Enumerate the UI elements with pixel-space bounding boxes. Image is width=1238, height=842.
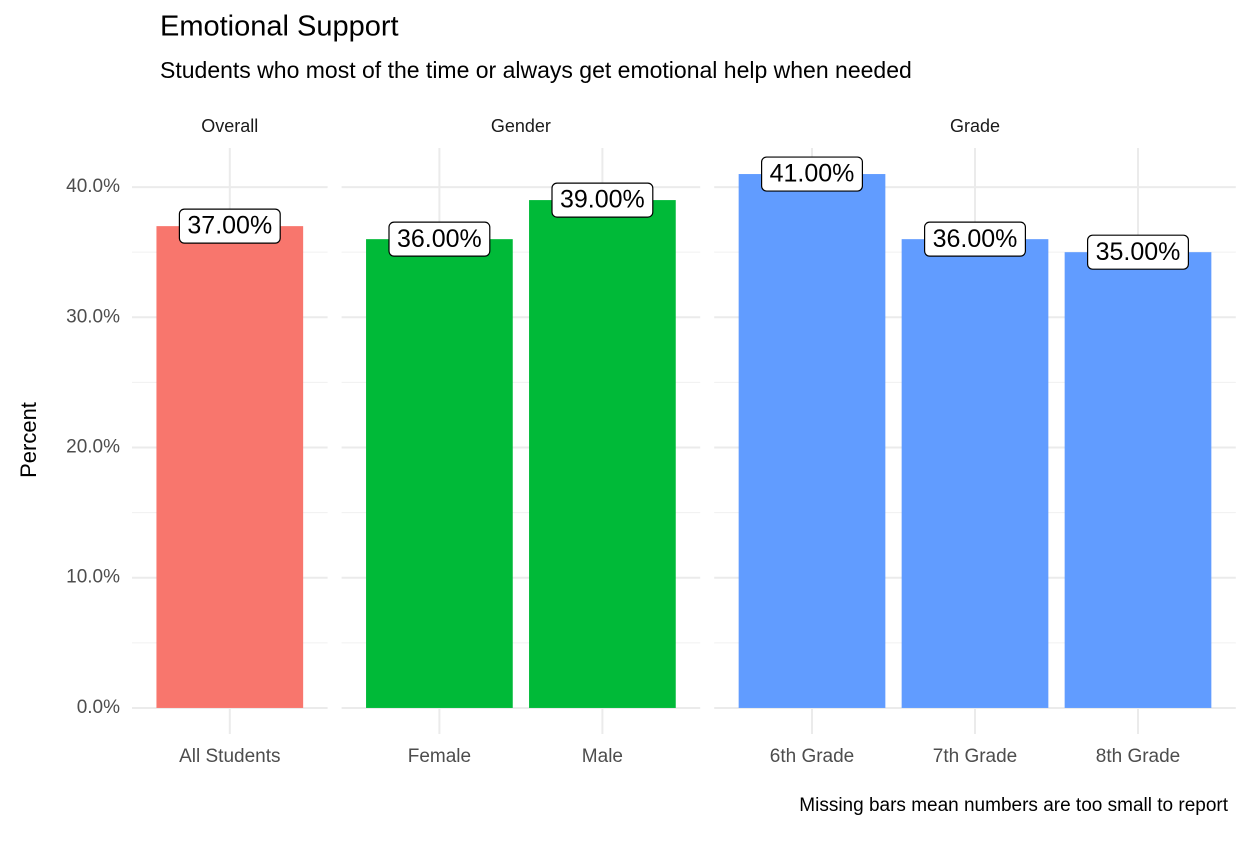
- value-label-box: [761, 156, 863, 192]
- value-label: 35.00%: [1087, 234, 1189, 270]
- chart-title: Emotional Support: [160, 11, 399, 43]
- strip-label: Gender: [491, 116, 551, 136]
- strip-label: Overall: [201, 116, 258, 136]
- value-label: 36.00%: [388, 221, 491, 257]
- value-label-text: 36.00%: [397, 225, 482, 253]
- value-label-text: 41.00%: [770, 160, 855, 188]
- bar: [156, 226, 304, 708]
- x-tick-label: Female: [408, 746, 471, 767]
- x-tick-label: Male: [582, 746, 623, 767]
- value-label-box: [178, 208, 281, 244]
- bar: [529, 200, 676, 708]
- bar: [366, 239, 513, 708]
- value-label: 37.00%: [178, 208, 281, 244]
- value-label-text: 39.00%: [560, 186, 645, 214]
- bar: [901, 239, 1049, 708]
- y-tick-label: 30.0%: [66, 306, 120, 327]
- x-tick-label: 8th Grade: [1096, 746, 1181, 767]
- strip-label: Grade: [950, 116, 1000, 136]
- value-label-box: [924, 221, 1026, 257]
- value-label: 36.00%: [924, 221, 1026, 257]
- value-label: 39.00%: [551, 182, 654, 218]
- y-tick-label: 10.0%: [66, 567, 120, 588]
- value-label-text: 36.00%: [933, 225, 1018, 253]
- bar: [738, 174, 886, 708]
- y-tick-label: 40.0%: [66, 176, 120, 197]
- y-tick-label: 20.0%: [66, 437, 120, 458]
- chart-subtitle: Students who most of the time or always …: [160, 57, 912, 83]
- value-label: 41.00%: [761, 156, 863, 192]
- x-tick-label: All Students: [179, 746, 280, 767]
- caption: Missing bars mean numbers are too small …: [799, 795, 1228, 816]
- y-axis-title: Percent: [16, 402, 41, 478]
- value-label-box: [388, 221, 491, 257]
- value-label-text: 35.00%: [1096, 238, 1181, 266]
- value-label-box: [1087, 234, 1189, 270]
- value-label-text: 37.00%: [187, 212, 272, 240]
- y-tick-label: 0.0%: [77, 697, 120, 718]
- x-tick-label: 7th Grade: [933, 746, 1018, 767]
- value-label-box: [551, 182, 654, 218]
- x-tick-label: 6th Grade: [770, 746, 855, 767]
- bar: [1064, 252, 1212, 708]
